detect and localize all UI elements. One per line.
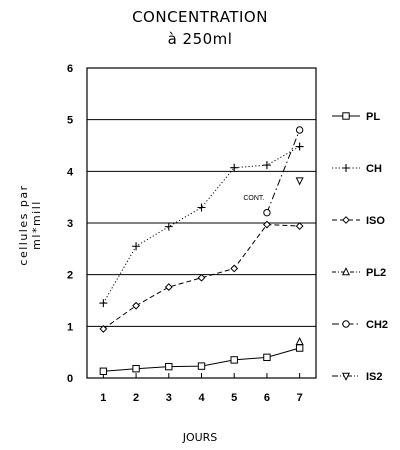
legend-label-is2: IS2 <box>366 371 383 383</box>
data-point-pl <box>165 362 173 371</box>
y-tick-label: 6 <box>67 63 73 75</box>
data-point-iso <box>99 325 108 333</box>
data-point-pl <box>295 344 304 352</box>
legend-label-iso: ISO <box>366 215 385 227</box>
data-point-iso <box>164 283 173 291</box>
y-tick-label: 2 <box>67 270 73 282</box>
annotation-label: CONT. <box>243 195 264 202</box>
legend-marker-iso <box>342 216 350 224</box>
legend-label-ch2: CH2 <box>366 319 388 331</box>
data-point-iso <box>295 222 304 231</box>
series-line-ch2 <box>266 129 301 213</box>
legend-marker-is2 <box>341 372 351 381</box>
y-tick-label: 3 <box>67 218 73 230</box>
data-point-ch <box>132 242 141 251</box>
data-point-ch <box>262 161 271 170</box>
y-tick-label: 4 <box>67 166 74 178</box>
chart-title: CONCENTRATION à 250ml <box>0 6 400 50</box>
data-point-ch <box>164 222 173 231</box>
data-point-pl <box>230 356 238 364</box>
data-point-pl <box>263 353 271 362</box>
chart-title-line-2: à 250ml <box>167 30 233 48</box>
legend-marker-pl2 <box>341 267 351 276</box>
data-point-ch2 <box>295 126 304 134</box>
data-point-ch <box>99 299 108 308</box>
x-tick-label: 4 <box>198 392 205 404</box>
data-point-iso <box>263 220 271 229</box>
chart-title-line-1: CONCENTRATION <box>132 8 268 26</box>
x-axis-label: JOURS <box>182 431 218 444</box>
data-point-ch2 <box>263 208 271 217</box>
data-point-pl <box>197 362 206 370</box>
data-point-ch <box>295 142 304 151</box>
x-tick-label: 7 <box>297 392 303 404</box>
legend-label-ch: CH <box>366 163 382 175</box>
legend-label-pl2: PL2 <box>366 267 386 279</box>
data-point-ch <box>197 203 206 212</box>
data-point-pl <box>99 367 108 375</box>
x-tick-label: 1 <box>100 392 106 404</box>
data-point-ch <box>230 163 239 172</box>
x-tick-label: 5 <box>231 392 237 404</box>
x-tick-label: 6 <box>264 392 270 404</box>
data-point-is2 <box>295 177 304 186</box>
x-tick-label: 3 <box>166 392 172 404</box>
x-tick-label: 2 <box>133 392 139 404</box>
data-point-pl2 <box>295 337 304 346</box>
y-tick-label: 0 <box>67 373 73 385</box>
legend-marker-ch2 <box>342 320 350 328</box>
data-point-iso <box>197 273 206 282</box>
legend-marker-ch <box>342 164 350 172</box>
y-tick-label: 5 <box>67 115 73 127</box>
legend-marker-pl <box>342 112 350 120</box>
data-point-pl <box>132 365 140 373</box>
y-tick-label: 1 <box>67 321 73 333</box>
data-point-iso <box>132 301 140 310</box>
legend-label-pl: PL <box>366 111 380 123</box>
data-point-iso <box>230 264 239 273</box>
